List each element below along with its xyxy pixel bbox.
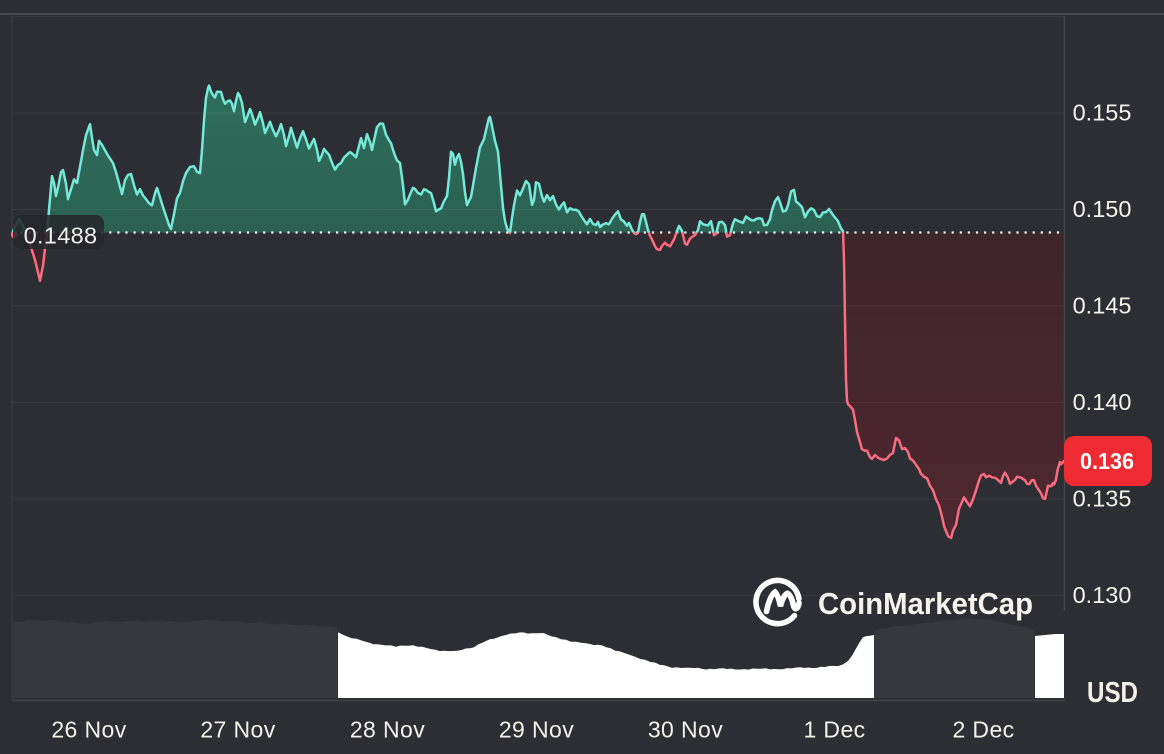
svg-text:26 Nov: 26 Nov <box>51 717 126 743</box>
svg-text:0.145: 0.145 <box>1073 293 1132 319</box>
svg-text:0.135: 0.135 <box>1073 486 1132 512</box>
svg-text:CoinMarketCap: CoinMarketCap <box>818 586 1033 621</box>
svg-text:USD: USD <box>1087 677 1138 709</box>
svg-text:0.150: 0.150 <box>1073 196 1132 222</box>
svg-text:0.140: 0.140 <box>1073 389 1132 415</box>
svg-text:2 Dec: 2 Dec <box>952 717 1014 743</box>
svg-text:0.136: 0.136 <box>1080 448 1134 474</box>
svg-text:29 Nov: 29 Nov <box>499 717 574 743</box>
svg-text:1 Dec: 1 Dec <box>803 717 865 743</box>
svg-text:27 Nov: 27 Nov <box>200 717 275 743</box>
svg-text:30 Nov: 30 Nov <box>648 717 723 743</box>
svg-text:28 Nov: 28 Nov <box>350 717 425 743</box>
svg-text:0.155: 0.155 <box>1073 100 1132 126</box>
svg-text:0.130: 0.130 <box>1073 582 1132 608</box>
svg-text:0.1488: 0.1488 <box>24 223 98 249</box>
